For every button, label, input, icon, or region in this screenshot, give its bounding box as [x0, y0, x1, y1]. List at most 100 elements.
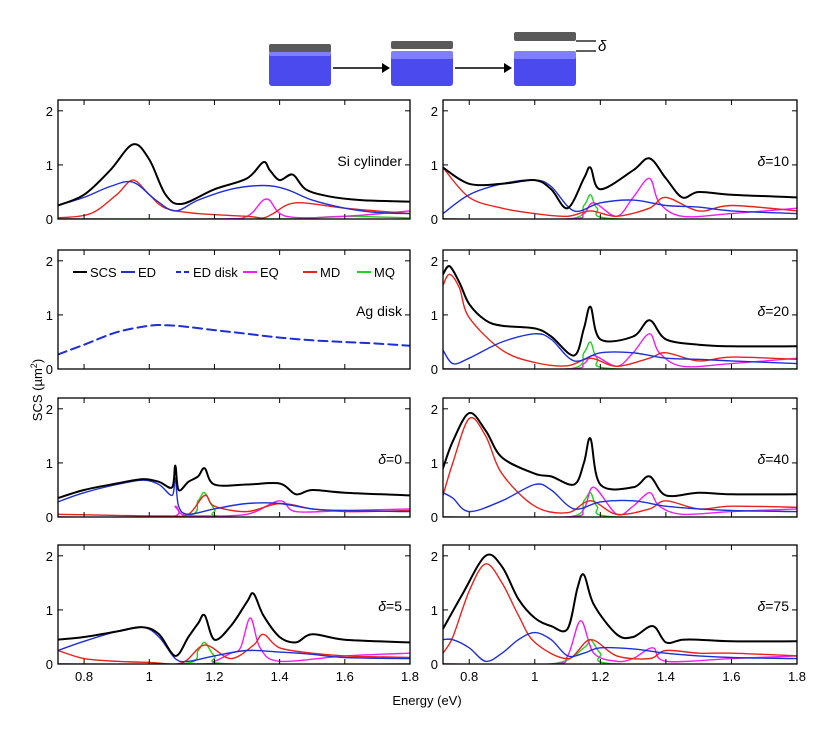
- panel-title: δ=75: [757, 598, 789, 614]
- panel-left-4: 0 1 2 0.8 1 1.2 1.4 1.6 1.8 δ=5: [46, 544, 419, 684]
- y-tick-label: 2: [431, 402, 438, 417]
- x-tick-label: 1.6: [336, 669, 354, 684]
- series-line-ed: [443, 483, 797, 513]
- panel-title-delta: δ: [757, 303, 765, 319]
- panel-title: δ=5: [378, 598, 402, 614]
- panel-title-delta: δ: [378, 451, 386, 467]
- plot-frame: [57, 99, 411, 220]
- schematic: δ: [269, 32, 607, 86]
- series-group: [443, 553, 797, 664]
- x-axis-title: Energy (eV): [392, 693, 461, 708]
- series-line-scs: [443, 157, 797, 210]
- x-tick-label: 1.6: [722, 669, 740, 684]
- series-line-md: [443, 563, 797, 660]
- series-group: [58, 324, 410, 356]
- arrow-head: [504, 63, 512, 73]
- y-tick-label: 1: [431, 308, 438, 323]
- series-line-eq: [443, 486, 797, 517]
- x-tick-label: 1.8: [401, 669, 419, 684]
- panel-right-4: 0 1 2 0.8 1 1.2 1.4 1.6 1.8 δ=75: [431, 544, 806, 684]
- panel-title: δ=10: [757, 153, 789, 169]
- series-line-mq: [443, 194, 797, 219]
- series-line-ed: [443, 631, 797, 663]
- ag-disk: [391, 41, 453, 49]
- y-tick-label: 1: [46, 603, 53, 618]
- series-group: [58, 592, 410, 664]
- arrow-head: [382, 63, 390, 73]
- series-line-mq: [443, 341, 797, 369]
- y-axis-title-close: ): [30, 359, 45, 363]
- series-line-scs: [58, 592, 410, 657]
- panel-title-delta: δ: [757, 451, 765, 467]
- panel-title: Si cylinder: [337, 153, 402, 169]
- plot-frame: [57, 544, 411, 665]
- y-tick-label: 2: [431, 254, 438, 269]
- series-group: [443, 157, 797, 219]
- panel-left-1: 0 1 2 Si cylinder: [46, 99, 411, 227]
- y-tick-label: 2: [431, 104, 438, 119]
- series-line-eq: [443, 177, 797, 219]
- schematic-arrow-1: [333, 63, 390, 73]
- panel-title: δ=20: [757, 303, 789, 319]
- si-cylinder-body: [391, 55, 453, 86]
- x-tick-label: 0.8: [460, 669, 478, 684]
- series-line-scs: [58, 464, 410, 500]
- schematic-cylinder-2: [391, 41, 453, 86]
- series-line-ed: [58, 180, 410, 215]
- si-cylinder-body: [269, 52, 331, 86]
- panel-title-value: =75: [765, 598, 789, 614]
- x-tick-label: 1.2: [205, 669, 223, 684]
- panel-title-delta: δ: [757, 598, 765, 614]
- series-group: [443, 265, 797, 369]
- series-line-mq: [58, 491, 410, 517]
- series-line-mq: [443, 491, 797, 517]
- y-tick-label: 0: [431, 212, 438, 227]
- panel-right-2: 0 1 2 δ=20: [431, 249, 798, 377]
- y-axis-title-sup: 2: [29, 363, 39, 368]
- y-axis-title: SCS (µm2): [29, 359, 45, 421]
- series-line-ed-disk: [58, 324, 410, 356]
- si-cylinder-body: [514, 55, 576, 86]
- y-tick-label: 0: [46, 212, 53, 227]
- x-tick-label: 1.4: [657, 669, 675, 684]
- panel-title-value: =40: [765, 451, 789, 467]
- schematic-arrow-2: [455, 63, 512, 73]
- y-axis-title-text: SCS (µm: [30, 368, 45, 421]
- series-line-mq: [58, 641, 410, 664]
- series-line-eq: [443, 333, 797, 369]
- plot-frame: [57, 397, 411, 518]
- panel-title-value: =20: [765, 303, 789, 319]
- y-tick-label: 0: [431, 362, 438, 377]
- legend-label: SCS: [90, 265, 117, 280]
- schematic-cylinder-3: δ: [514, 32, 607, 86]
- panel-title-value: =0: [386, 451, 402, 467]
- x-tick-label: 1.2: [591, 669, 609, 684]
- legend-label: ED: [138, 265, 156, 280]
- panel-title: δ=40: [757, 451, 789, 467]
- series-line-ed: [443, 333, 797, 365]
- y-tick-label: 0: [46, 362, 53, 377]
- series-line-scs: [58, 143, 410, 207]
- plot-frame: [442, 397, 798, 518]
- panel-left-3: 0 1 2 δ=0: [46, 397, 411, 525]
- y-tick-label: 1: [46, 158, 53, 173]
- ag-disk: [514, 32, 576, 41]
- series-line-md: [443, 166, 797, 218]
- schematic-cylinder-1: [269, 44, 331, 86]
- x-tick-label: 1.8: [788, 669, 806, 684]
- y-tick-label: 1: [46, 456, 53, 471]
- panel-left-2: 0 1 2 Ag disk SCS ED ED disk EQ MD MQ: [46, 249, 411, 377]
- y-tick-label: 2: [46, 402, 53, 417]
- panel-title: δ=0: [378, 451, 402, 467]
- ag-disk: [269, 44, 331, 52]
- plot-frame: [57, 249, 411, 370]
- legend-label: ED disk: [193, 265, 238, 280]
- delta-label: δ: [598, 38, 607, 55]
- y-tick-label: 2: [46, 104, 53, 119]
- series-line-ed: [58, 477, 410, 516]
- series-line-scs: [443, 412, 797, 498]
- y-tick-label: 0: [46, 510, 53, 525]
- series-line-md: [58, 179, 410, 219]
